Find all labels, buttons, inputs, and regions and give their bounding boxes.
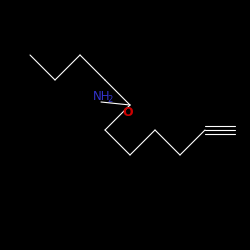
Text: NH: NH: [93, 90, 110, 104]
Text: 2: 2: [107, 96, 112, 104]
Text: O: O: [123, 106, 133, 118]
